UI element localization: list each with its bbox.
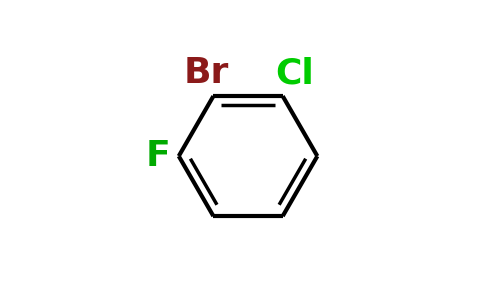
Text: F: F xyxy=(146,139,170,173)
Text: Br: Br xyxy=(184,56,229,90)
Text: Cl: Cl xyxy=(275,56,314,90)
